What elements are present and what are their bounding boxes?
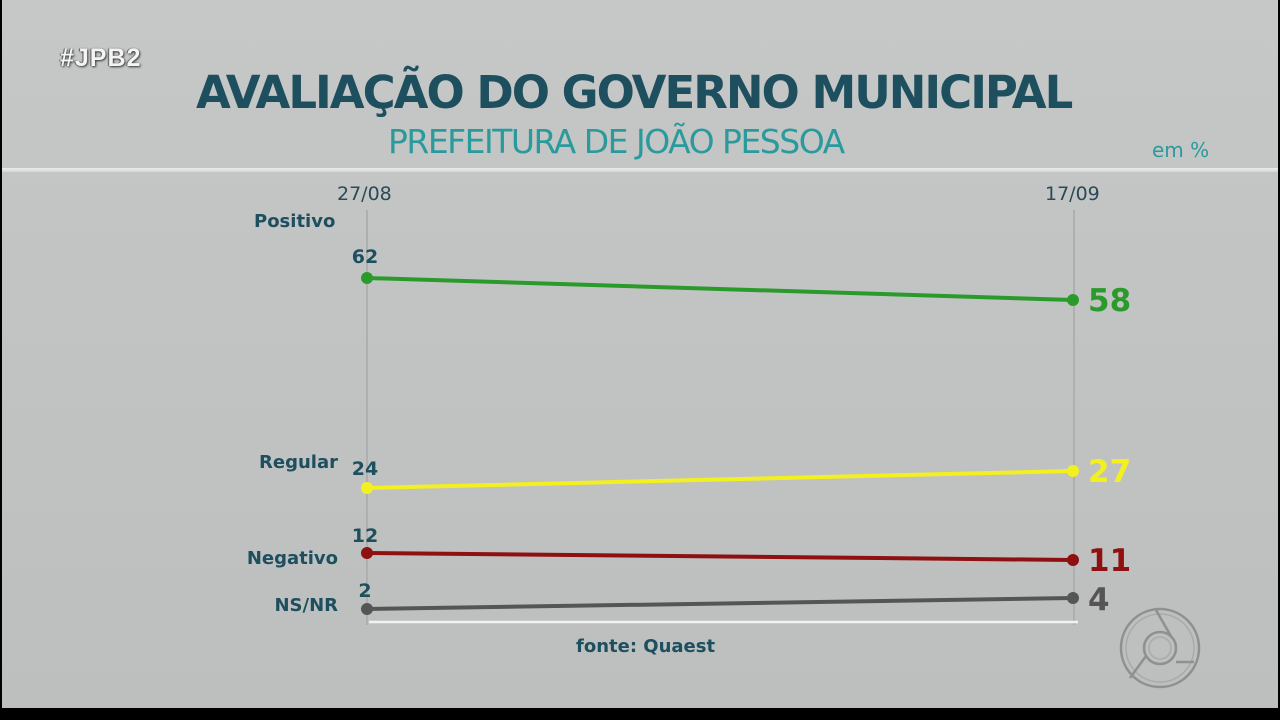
end-value-negativo: 11 bbox=[1088, 543, 1132, 579]
start-value-nsnr: 2 bbox=[358, 580, 372, 602]
point-negativo-start bbox=[361, 547, 373, 559]
date-label-end: 17/09 bbox=[1045, 183, 1100, 205]
program-hashtag: #JPB2 bbox=[60, 44, 142, 72]
end-value-regular: 27 bbox=[1088, 454, 1132, 490]
series-label-positivo: Positivo bbox=[254, 211, 336, 232]
end-value-positivo: 58 bbox=[1088, 283, 1132, 319]
point-negativo-end bbox=[1067, 554, 1079, 566]
broadcaster-logo-icon bbox=[1119, 607, 1201, 689]
start-value-regular: 24 bbox=[351, 458, 379, 480]
series-negativo bbox=[361, 547, 1079, 566]
point-nsnr-end bbox=[1067, 592, 1079, 604]
series-positivo bbox=[361, 272, 1079, 306]
chart-title: AVALIAÇÃO DO GOVERNO MUNICIPAL bbox=[196, 66, 1073, 119]
point-regular-start bbox=[361, 482, 373, 494]
point-nsnr-start bbox=[361, 603, 373, 615]
header-divider bbox=[2, 168, 1278, 172]
point-regular-end bbox=[1067, 465, 1079, 477]
point-positivo-start bbox=[361, 272, 373, 284]
date-label-start: 27/08 bbox=[337, 183, 392, 205]
start-value-positivo: 62 bbox=[351, 246, 379, 268]
series-nsnr bbox=[361, 592, 1079, 615]
series-regular bbox=[361, 465, 1079, 494]
series-label-regular: Regular bbox=[259, 452, 338, 473]
chart-subtitle: PREFEITURA DE JOÃO PESSOA bbox=[388, 122, 845, 161]
source-credit: fonte: Quaest bbox=[576, 636, 716, 657]
point-positivo-end bbox=[1067, 294, 1079, 306]
series-label-nsnr: NS/NR bbox=[274, 595, 338, 616]
series-label-negativo: Negativo bbox=[246, 548, 338, 569]
unit-label: em % bbox=[1152, 138, 1210, 162]
start-value-negativo: 12 bbox=[351, 525, 379, 547]
end-value-nsnr: 4 bbox=[1088, 582, 1110, 618]
